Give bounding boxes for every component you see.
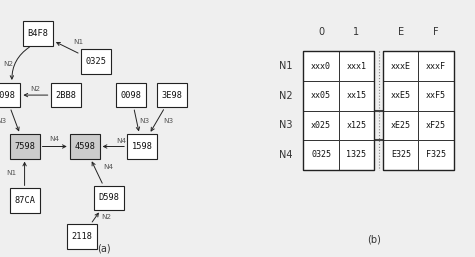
Text: N4: N4 (49, 136, 60, 142)
Text: (b): (b) (367, 234, 381, 244)
Text: N4: N4 (116, 138, 127, 144)
Text: F325: F325 (426, 150, 446, 159)
Text: N1: N1 (6, 170, 16, 177)
Bar (383, 81, 418, 111)
Bar (383, 51, 454, 170)
Bar (0, 83, 20, 107)
Bar (81, 49, 111, 74)
Text: N2: N2 (102, 214, 112, 220)
Text: N2: N2 (30, 86, 40, 92)
Bar (67, 224, 97, 249)
Text: x125: x125 (346, 121, 366, 130)
Bar (70, 134, 100, 159)
Text: N3: N3 (163, 118, 173, 124)
Text: N2: N2 (3, 61, 13, 67)
Text: E: E (398, 27, 404, 37)
Text: x025: x025 (311, 121, 331, 130)
Text: xx15: xx15 (346, 91, 366, 100)
Text: 2118: 2118 (71, 232, 93, 241)
Bar (50, 83, 81, 107)
Text: 4598: 4598 (74, 142, 95, 151)
Bar (10, 134, 39, 159)
Bar (418, 81, 454, 111)
Bar (418, 140, 454, 170)
Text: N4: N4 (103, 164, 113, 170)
Text: xF25: xF25 (426, 121, 446, 130)
Bar (304, 51, 339, 81)
Bar (23, 21, 53, 46)
Bar (10, 188, 39, 213)
Text: (a): (a) (97, 243, 111, 253)
Text: B4F8: B4F8 (28, 29, 49, 38)
Text: E325: E325 (391, 150, 411, 159)
Bar (339, 111, 374, 140)
Text: xxxF: xxxF (426, 62, 446, 71)
Text: 0325: 0325 (85, 57, 106, 66)
Text: 3E98: 3E98 (162, 90, 182, 100)
Bar (383, 51, 418, 81)
Text: N3: N3 (0, 118, 7, 124)
Text: N1: N1 (73, 39, 83, 45)
Text: F: F (433, 27, 439, 37)
Bar (418, 51, 454, 81)
Bar (304, 140, 339, 170)
Text: 1598: 1598 (132, 142, 152, 151)
Bar (304, 111, 339, 140)
Text: xxE5: xxE5 (391, 91, 411, 100)
Text: xxxE: xxxE (391, 62, 411, 71)
Bar (339, 81, 374, 111)
Text: N3: N3 (279, 120, 292, 130)
Bar (116, 83, 146, 107)
Text: xx05: xx05 (311, 91, 331, 100)
Text: N3: N3 (140, 118, 150, 124)
Bar (339, 51, 374, 81)
Text: 87CA: 87CA (14, 196, 35, 205)
Text: 2BB8: 2BB8 (55, 90, 76, 100)
Bar (418, 111, 454, 140)
Bar (304, 81, 339, 111)
Text: xxx0: xxx0 (311, 62, 331, 71)
Text: xxx1: xxx1 (346, 62, 366, 71)
Bar (339, 140, 374, 170)
Text: N4: N4 (279, 150, 292, 160)
Bar (383, 140, 418, 170)
Text: N2: N2 (279, 91, 292, 101)
Bar (94, 186, 124, 210)
Text: 9098: 9098 (0, 90, 16, 100)
Text: 0325: 0325 (311, 150, 331, 159)
Text: 7598: 7598 (14, 142, 35, 151)
Bar (157, 83, 187, 107)
Bar (304, 51, 374, 170)
Text: 0098: 0098 (121, 90, 142, 100)
Bar (383, 111, 418, 140)
Text: 0: 0 (318, 27, 324, 37)
Text: xxF5: xxF5 (426, 91, 446, 100)
Text: 1: 1 (353, 27, 360, 37)
Text: D598: D598 (99, 193, 120, 203)
Text: 1325: 1325 (346, 150, 366, 159)
Text: xE25: xE25 (391, 121, 411, 130)
Bar (127, 134, 157, 159)
Text: N1: N1 (279, 61, 292, 71)
